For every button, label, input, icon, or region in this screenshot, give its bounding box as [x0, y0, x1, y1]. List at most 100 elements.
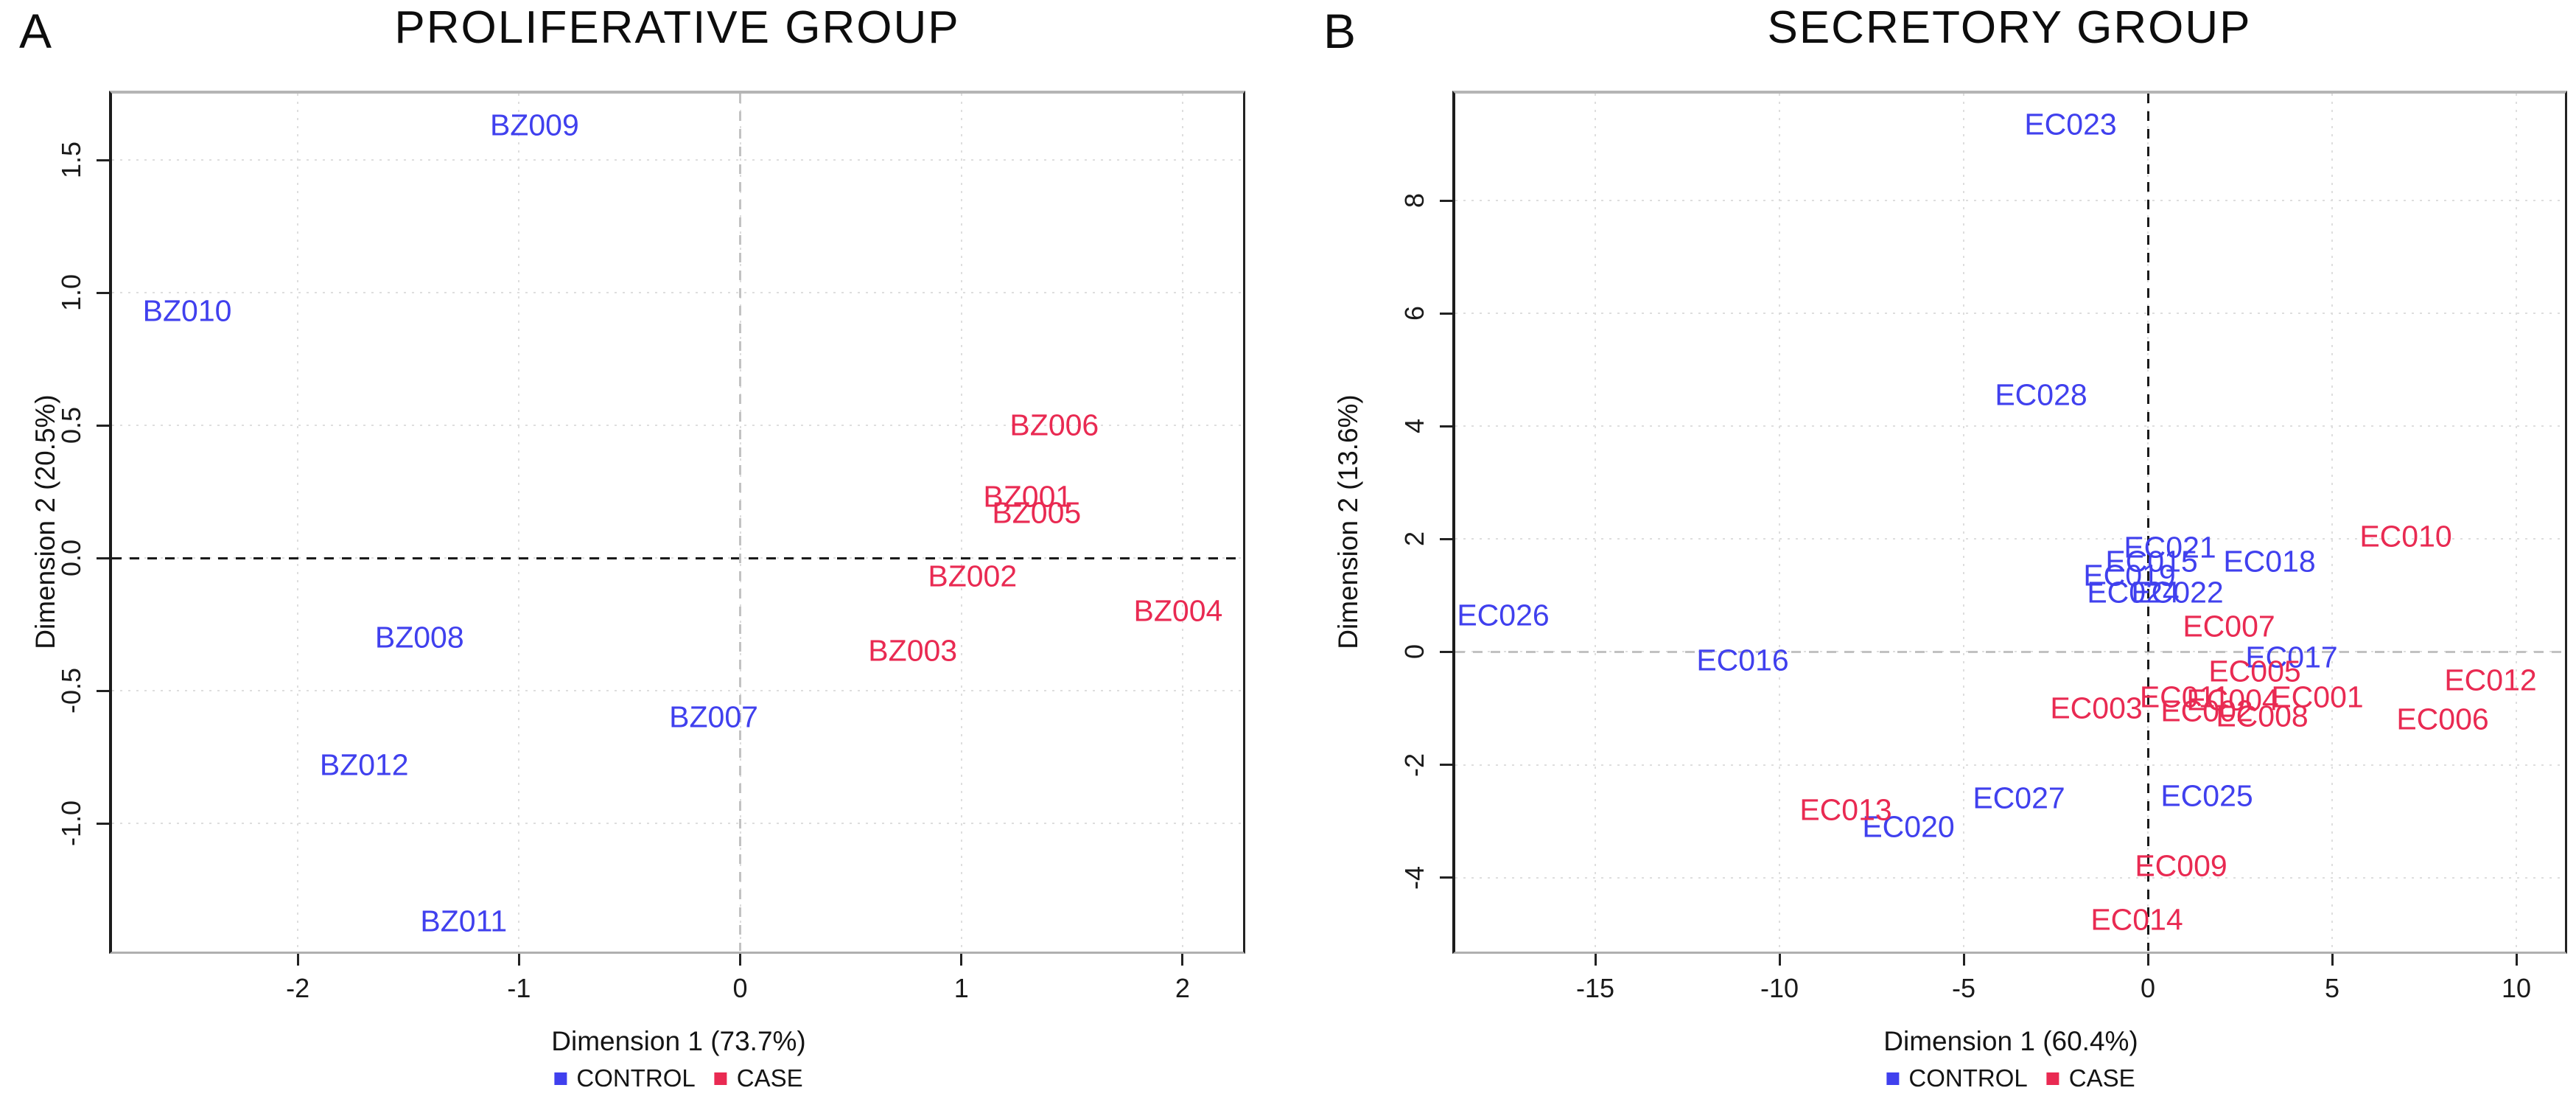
y-tick-mark	[1440, 199, 1452, 202]
y-tick-label: -1.0	[56, 800, 86, 847]
gridline-vertical	[518, 94, 520, 951]
gridline-vertical	[960, 94, 962, 951]
gridline-vertical	[297, 94, 299, 951]
x-tick-mark	[1778, 953, 1781, 966]
panel-b-letter: B	[1323, 4, 1357, 58]
x-tick-mark	[296, 953, 299, 966]
data-point-label: EC001	[2271, 680, 2364, 714]
y-tick-mark	[97, 424, 109, 427]
gridline-vertical	[2516, 94, 2517, 951]
data-point-label: EC005	[2208, 654, 2301, 688]
panel-b-plot-box	[1452, 91, 2567, 954]
data-point-label: EC012	[2444, 663, 2537, 697]
legend-control-label: CONTROL	[576, 1064, 696, 1092]
data-point-label: BZ009	[489, 108, 579, 142]
x-tick-mark	[960, 953, 963, 966]
gridline-vertical	[2331, 94, 2333, 951]
y-tick-label: 1.0	[56, 274, 86, 312]
zero-line-horizontal	[112, 556, 1242, 559]
data-point-label: EC003	[2050, 691, 2143, 725]
gridline-horizontal	[1455, 764, 2564, 766]
gridline-horizontal	[1455, 200, 2564, 202]
y-tick-mark	[1440, 764, 1452, 766]
y-tick-mark	[1440, 537, 1452, 540]
panel-b-title: SECRETORY GROUP	[1767, 2, 2252, 53]
x-tick-label: -1	[507, 973, 531, 1003]
data-point-label: BZ002	[928, 559, 1018, 593]
data-point-label: EC024	[2087, 575, 2180, 610]
gridline-vertical	[1963, 94, 1964, 951]
gridline-horizontal	[112, 292, 1242, 294]
data-point-label: EC006	[2396, 702, 2489, 736]
data-point-label: BZ010	[142, 293, 232, 328]
data-point-label: EC027	[1973, 781, 2065, 815]
legend-case-swatch	[714, 1072, 727, 1085]
panel-a-x-axis-label: Dimension 1 (73.7%)	[551, 1026, 806, 1056]
y-tick-mark	[97, 689, 109, 692]
gridline-horizontal	[112, 425, 1242, 427]
y-tick-label: -4	[1399, 865, 1429, 890]
data-point-label: EC010	[2359, 519, 2452, 554]
data-point-label: EC017	[2245, 640, 2338, 674]
data-point-label: EC004	[2186, 683, 2279, 717]
gridline-vertical	[1595, 94, 1596, 951]
x-tick-label: 0	[2140, 973, 2156, 1003]
panel-b-y-axis-label: Dimension 2 (13.6%)	[1333, 394, 1363, 649]
data-point-label: BZ006	[1009, 408, 1099, 442]
y-tick-mark	[97, 556, 109, 559]
gridline-horizontal	[1455, 313, 2564, 315]
data-point-label: EC026	[1457, 598, 1550, 632]
data-point-label: EC011	[2139, 680, 2230, 714]
panel-b-legend: CONTROL CASE	[1886, 1064, 2135, 1092]
legend-case-label: CASE	[2068, 1064, 2135, 1092]
zero-line-vertical	[2146, 94, 2149, 951]
x-tick-label: -10	[1760, 973, 1799, 1003]
data-point-label: BZ001	[983, 479, 1073, 514]
gridline-vertical	[1181, 94, 1183, 951]
x-tick-label: 2	[1175, 973, 1190, 1003]
y-tick-mark	[1440, 650, 1452, 653]
y-tick-mark	[1440, 425, 1452, 428]
data-point-label: EC015	[2105, 544, 2198, 579]
y-tick-label: 1.5	[56, 141, 86, 179]
gridline-horizontal	[1455, 876, 2564, 879]
x-tick-label: 5	[2324, 973, 2340, 1003]
x-tick-label: -2	[286, 973, 310, 1003]
y-tick-label: 0	[1399, 644, 1429, 660]
data-point-label: BZ012	[319, 747, 409, 782]
x-tick-mark	[1962, 953, 1965, 966]
data-point-label: BZ003	[868, 633, 958, 668]
data-point-label: EC009	[2135, 848, 2227, 883]
panel-a-letter: A	[19, 4, 52, 58]
y-tick-mark	[97, 822, 109, 825]
data-point-label: EC019	[2083, 558, 2176, 593]
x-tick-mark	[1594, 953, 1597, 966]
legend-control-swatch	[554, 1072, 567, 1085]
data-point-label: EC007	[2183, 609, 2275, 643]
data-point-label: BZ007	[669, 699, 758, 734]
gridline-horizontal	[1455, 538, 2564, 540]
legend-control-label: CONTROL	[1908, 1064, 2028, 1092]
data-point-label: EC013	[1799, 792, 1892, 827]
panel-a-legend: CONTROL CASE	[554, 1064, 803, 1092]
data-point-label: EC028	[1995, 377, 2087, 412]
y-tick-mark	[97, 158, 109, 161]
y-tick-mark	[97, 291, 109, 294]
data-point-label: BZ008	[374, 620, 464, 655]
data-point-label: EC018	[2223, 544, 2316, 579]
panel-b-x-axis-label: Dimension 1 (60.4%)	[1883, 1026, 2138, 1056]
x-tick-mark	[2515, 953, 2518, 966]
x-tick-label: -5	[1951, 973, 1976, 1003]
data-point-label: EC021	[2124, 530, 2216, 565]
x-tick-mark	[2146, 953, 2149, 966]
gridline-vertical	[1779, 94, 1780, 951]
y-tick-mark	[1440, 876, 1452, 879]
data-point-label: EC023	[2024, 107, 2117, 142]
data-point-label: EC014	[2090, 902, 2183, 937]
legend-case-swatch	[2046, 1072, 2059, 1085]
y-tick-label: 8	[1399, 193, 1429, 209]
x-tick-label: 1	[953, 973, 969, 1003]
gridline-horizontal	[112, 823, 1242, 825]
data-point-label: BZ005	[992, 495, 1082, 530]
